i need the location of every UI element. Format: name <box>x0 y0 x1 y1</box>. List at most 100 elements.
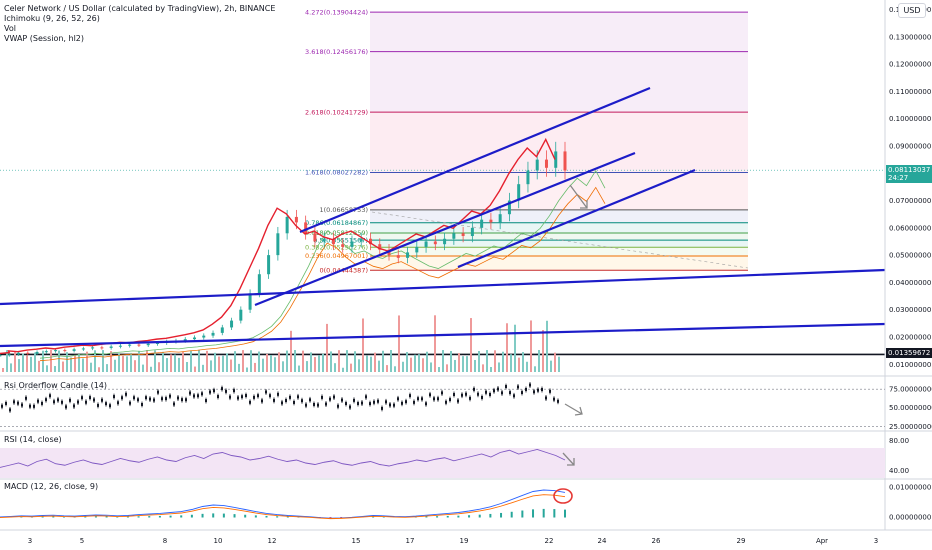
rof-candle-body <box>137 398 139 402</box>
candle-body <box>294 216 298 223</box>
trend-lines[interactable] <box>0 86 886 348</box>
volume-bar <box>302 350 304 372</box>
volume-bar <box>350 363 352 372</box>
volume-bar <box>194 366 196 372</box>
volume-bar <box>354 351 356 372</box>
candle-body <box>498 214 502 223</box>
currency-button[interactable]: USD <box>898 3 926 18</box>
indicator-vol[interactable]: Vol <box>4 24 16 33</box>
volume-bar <box>418 354 420 372</box>
rof-candle-body <box>65 405 67 409</box>
trend-line <box>0 268 886 306</box>
volume-bar <box>230 359 232 372</box>
rof-candle-body <box>121 396 123 400</box>
rof-candle-body <box>293 400 295 404</box>
volume-bar <box>6 350 8 372</box>
volume-bar <box>30 356 32 372</box>
rof-candle-body <box>305 403 307 407</box>
candle-body <box>526 170 530 185</box>
candle-body <box>544 159 548 168</box>
rof-candle-body <box>209 390 211 394</box>
rof-candle-body <box>409 394 411 398</box>
rof-candle-body <box>477 392 479 396</box>
volume-bar <box>42 350 44 372</box>
volume-bar <box>378 360 380 372</box>
volume-bar <box>294 350 296 372</box>
time-tick-label: 5 <box>80 537 84 545</box>
volume-bar <box>370 356 372 372</box>
rof-candle-body <box>25 396 27 400</box>
rof-candle-body <box>69 398 71 402</box>
volume-bar <box>150 366 152 372</box>
volume-bar <box>270 355 272 372</box>
volume-bar <box>514 324 516 372</box>
rsi-pane[interactable]: 80.00 40.00 <box>0 437 909 478</box>
volume-bar <box>254 362 256 372</box>
rof-candle-body <box>197 394 199 398</box>
volume-bar <box>198 350 200 372</box>
rof-candle-body <box>385 400 387 404</box>
fib-zone <box>370 172 748 210</box>
indicator-ichimoku[interactable]: Ichimoku (9, 26, 52, 26) <box>4 14 100 23</box>
volume-bar <box>50 350 52 372</box>
macd-histogram-bar <box>521 510 524 518</box>
macd-title[interactable]: MACD (12, 26, close, 9) <box>4 482 99 491</box>
arrow-annotation <box>569 184 588 209</box>
candle-body <box>359 238 363 242</box>
volume-bar <box>438 367 440 372</box>
rof-candle-body <box>133 396 135 400</box>
fib-zone <box>370 209 748 223</box>
rof-candle-body <box>297 395 299 399</box>
rof-candle-body <box>105 402 107 406</box>
rof-candle-body <box>377 399 379 403</box>
price-tick-label: 0.04000000 <box>889 279 931 287</box>
rsi-title[interactable]: RSI (14, close) <box>4 435 62 444</box>
volume-bar <box>98 367 100 372</box>
rof-candle-body <box>89 396 91 400</box>
macd-histogram-bar <box>105 516 108 518</box>
candle-body <box>535 159 539 171</box>
time-tick-label: 17 <box>406 537 415 545</box>
volume-bar <box>38 360 40 372</box>
rof-candle-body <box>205 399 207 403</box>
rof-candle-body <box>401 401 403 405</box>
rof-candle-body <box>545 396 547 400</box>
volume-bar <box>2 368 4 372</box>
volume-bar <box>62 361 64 372</box>
rsi-orderflow-title[interactable]: Rsi Orderflow Candle (14) <box>4 381 107 390</box>
volume-bar <box>238 363 240 372</box>
candles <box>0 141 567 357</box>
candle-body <box>424 241 428 247</box>
macd-histogram-bar <box>41 516 44 518</box>
rof-candle-body <box>101 398 103 402</box>
ichimoku-span-b <box>39 186 606 362</box>
fib-level-label: 4.272(0.13904424) <box>305 8 368 16</box>
volume-bar <box>246 367 248 372</box>
macd-pane[interactable]: 0.01000000 0.00000000 <box>0 484 931 522</box>
rof-candle-body <box>169 394 171 398</box>
rsi-orderflow-pane[interactable]: 75.00000000 50.00000000 25.00000000 <box>0 382 932 431</box>
price-axis[interactable]: 0.140000000.130000000.120000000.11000000… <box>889 6 931 369</box>
time-tick-label: 29 <box>737 537 746 545</box>
fib-zones <box>370 12 748 271</box>
rof-candle-body <box>165 397 167 401</box>
time-axis[interactable]: 3 5 8 10 12 15 17 19 22 24 26 29 Apr 3 <box>28 537 878 545</box>
rof-candle-body <box>465 392 467 396</box>
volume-bar <box>126 356 128 372</box>
price-line <box>0 137 556 355</box>
rof-candle-body <box>353 398 355 402</box>
rof-candle-body <box>277 392 279 396</box>
chart-title[interactable]: Celer Network / US Dollar (calculated by… <box>4 4 276 13</box>
rof-candle-body <box>33 404 35 408</box>
fib-zone <box>370 112 748 173</box>
indicator-vwap[interactable]: VWAP (Session, hl2) <box>4 34 85 43</box>
volume-bar <box>262 358 264 372</box>
volume-bar <box>530 320 532 372</box>
volume-bar <box>218 356 220 372</box>
macd-histogram-bar <box>276 516 279 518</box>
rof-candle-body <box>245 394 247 398</box>
rof-candle-body <box>233 389 235 393</box>
macd-histogram-bar <box>532 509 535 518</box>
candle-body <box>248 293 252 310</box>
